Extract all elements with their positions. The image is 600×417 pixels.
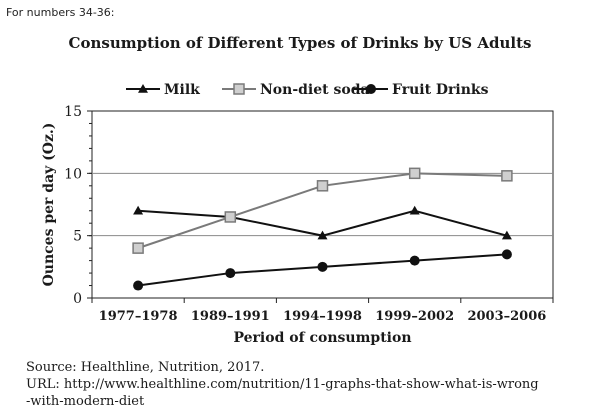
fruit-drinks-point (409, 255, 420, 266)
source-url-continuation: -with-modern-diet (26, 394, 145, 409)
source-line: Source: Healthline, Nutrition, 2017. (26, 360, 265, 375)
non-diet-soda-point (316, 180, 329, 192)
x-tick-label: 1999–2002 (375, 309, 454, 324)
legend-marker-fruit-drinks (366, 84, 376, 94)
chart-title: Consumption of Different Types of Drinks… (68, 34, 532, 52)
y-tick-label: 0 (73, 291, 82, 307)
fruit-drinks-point (317, 261, 328, 272)
non-diet-soda-point (501, 170, 513, 182)
non-diet-soda-point (224, 211, 237, 223)
legend-marker-non-diet-soda (233, 83, 245, 95)
source-block: Source: Healthline, Nutrition, 2017. URL… (26, 359, 539, 410)
y-tick-label: 10 (64, 166, 82, 182)
y-tick-label: 15 (64, 104, 82, 120)
fruit-drinks-point (133, 280, 144, 291)
x-tick-label: 1994–1998 (283, 309, 362, 324)
non-diet-soda-point (408, 167, 421, 180)
x-tick-label: 2003–2006 (467, 309, 546, 324)
milk-point (133, 205, 144, 215)
milk-point (409, 205, 420, 215)
y-axis-label: Ounces per day (Oz.) (41, 123, 57, 287)
milk-point (317, 230, 328, 240)
plot-frame (91, 110, 554, 299)
fruit-drinks-point (225, 268, 236, 279)
header-note: For numbers 34-36: (6, 6, 115, 19)
milk-point (501, 230, 512, 240)
y-tick-label: 5 (73, 229, 82, 245)
legend-label-non-diet-soda: Non-diet soda (260, 82, 370, 98)
x-axis-label: Period of consumption (234, 330, 412, 346)
non-diet-soda-point (132, 242, 144, 254)
legend-label-milk: Milk (164, 82, 200, 98)
x-tick-label: 1989–1991 (191, 309, 270, 324)
x-tick-label: 1977–1978 (99, 309, 178, 324)
source-url-line: URL: http://www.healthline.com/nutrition… (26, 377, 539, 392)
legend-label-fruit-drinks: Fruit Drinks (392, 82, 489, 98)
fruit-drinks-point (501, 249, 512, 260)
legend-marker-milk (138, 84, 148, 93)
